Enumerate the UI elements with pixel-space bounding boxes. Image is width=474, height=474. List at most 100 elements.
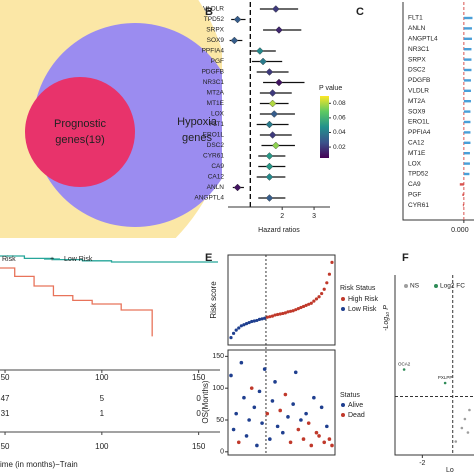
risk-point (309, 301, 313, 305)
risk-point (317, 295, 321, 299)
colorbar-label: 0.06 (333, 115, 346, 122)
os-point (234, 411, 238, 416)
os-point (304, 411, 308, 416)
bar (463, 100, 471, 103)
gene-label: PPFIA4 (408, 129, 431, 136)
legend-dot (341, 413, 345, 417)
os-point (319, 405, 324, 410)
os-point (229, 373, 233, 378)
os-point (317, 434, 321, 438)
gene-label: PDGFB (408, 77, 430, 84)
bar (463, 162, 470, 165)
gene-label: TPD52 (204, 16, 225, 23)
gene-label: PGF (211, 58, 224, 65)
hazard-point (259, 57, 267, 66)
risk-point (242, 323, 246, 327)
gene-label: SRPX (206, 27, 224, 34)
risk-point (244, 322, 249, 326)
os-point (268, 437, 272, 441)
gene-label: MT2A (207, 90, 225, 97)
risk-table-cell: 0 (196, 409, 201, 418)
risk-table-cell: 31 (1, 409, 10, 418)
risk-point (273, 313, 277, 317)
point-label: PXLPP (438, 375, 453, 380)
bar (463, 79, 471, 82)
hazard-point (265, 173, 274, 181)
x-axis-label: ime (in months)−Train (0, 460, 78, 469)
legend-label: Low Risk (348, 306, 377, 313)
legend-label: NS (410, 283, 420, 290)
bar (463, 68, 472, 72)
x-tick-label: 2 (280, 213, 284, 220)
risk-point (330, 260, 334, 264)
gene-label: CA12 (408, 140, 425, 147)
os-point (257, 389, 262, 394)
os-point (244, 434, 249, 438)
hazard-point (265, 194, 274, 202)
gene-label: ERO1L (203, 132, 225, 139)
gene-label: SOX9 (408, 108, 426, 115)
gene-label: FLT1 (408, 15, 423, 22)
x-axis-label: Hazard ratios (258, 227, 300, 234)
legend-label: Alive (348, 402, 363, 409)
hazard-point (268, 131, 277, 139)
gene-label: DSC2 (408, 67, 426, 74)
risk-point (237, 326, 241, 330)
hazard-point (265, 120, 274, 129)
os-point (260, 421, 264, 425)
gene-label: PDGFB (202, 69, 224, 76)
os-point (301, 437, 306, 441)
os-point (239, 360, 244, 365)
x-tick-label: -2 (419, 460, 425, 467)
os-point (283, 392, 288, 397)
os-point (231, 427, 236, 432)
bar (463, 16, 473, 20)
x-tick-label: 50 (1, 442, 10, 451)
gene-label: MT1E (408, 150, 426, 157)
gene-label: PPFIA4 (202, 48, 225, 55)
risk-point (307, 302, 311, 306)
bar (463, 58, 472, 61)
x-tick-label: 0.000 (451, 227, 469, 234)
gene-label: NR3C1 (408, 46, 430, 53)
venn-label: Hypoxia (177, 116, 218, 128)
y-tick-label: 50 (216, 417, 224, 424)
risk-point (304, 303, 308, 307)
survival-curve (0, 255, 218, 263)
bar (463, 152, 470, 155)
os-point (247, 418, 251, 422)
os-point (296, 427, 301, 432)
volcano-point (468, 408, 471, 412)
risk-point (320, 291, 324, 296)
frame (402, 2, 474, 221)
hazard-point (233, 15, 242, 24)
bar (462, 193, 464, 196)
volcano-point (402, 368, 406, 371)
gene-label: CYR61 (203, 153, 224, 160)
gene-label: NR3C1 (203, 79, 225, 86)
os-point (255, 443, 259, 448)
os-point (262, 367, 267, 371)
os-point (249, 386, 254, 390)
venn: Prognostic genes(19) Hypoxia genes (0, 0, 222, 238)
os-point (306, 421, 311, 425)
volcano-point (466, 431, 470, 434)
legend-dot (341, 403, 345, 407)
legend-dot (341, 297, 345, 301)
volcano-point (454, 440, 458, 443)
gene-label: VLDLR (203, 6, 224, 13)
risk-point (270, 314, 275, 318)
risk-point (257, 317, 262, 321)
y-axis-label: OS(Months) (201, 380, 210, 423)
gene-label: ANLN (207, 184, 225, 191)
colorbar (320, 96, 329, 158)
gene-label: MT1E (207, 100, 225, 107)
gene-label: MT2A (408, 98, 426, 105)
os-point (270, 399, 275, 403)
os-point (288, 440, 293, 445)
x-tick-label: 3 (312, 213, 316, 220)
point-label: OCA2 (398, 362, 411, 367)
risk-table-cell: 5 (100, 394, 105, 403)
y-tick-label: 0 (220, 449, 224, 456)
gene-label: ERO1L (408, 119, 430, 126)
